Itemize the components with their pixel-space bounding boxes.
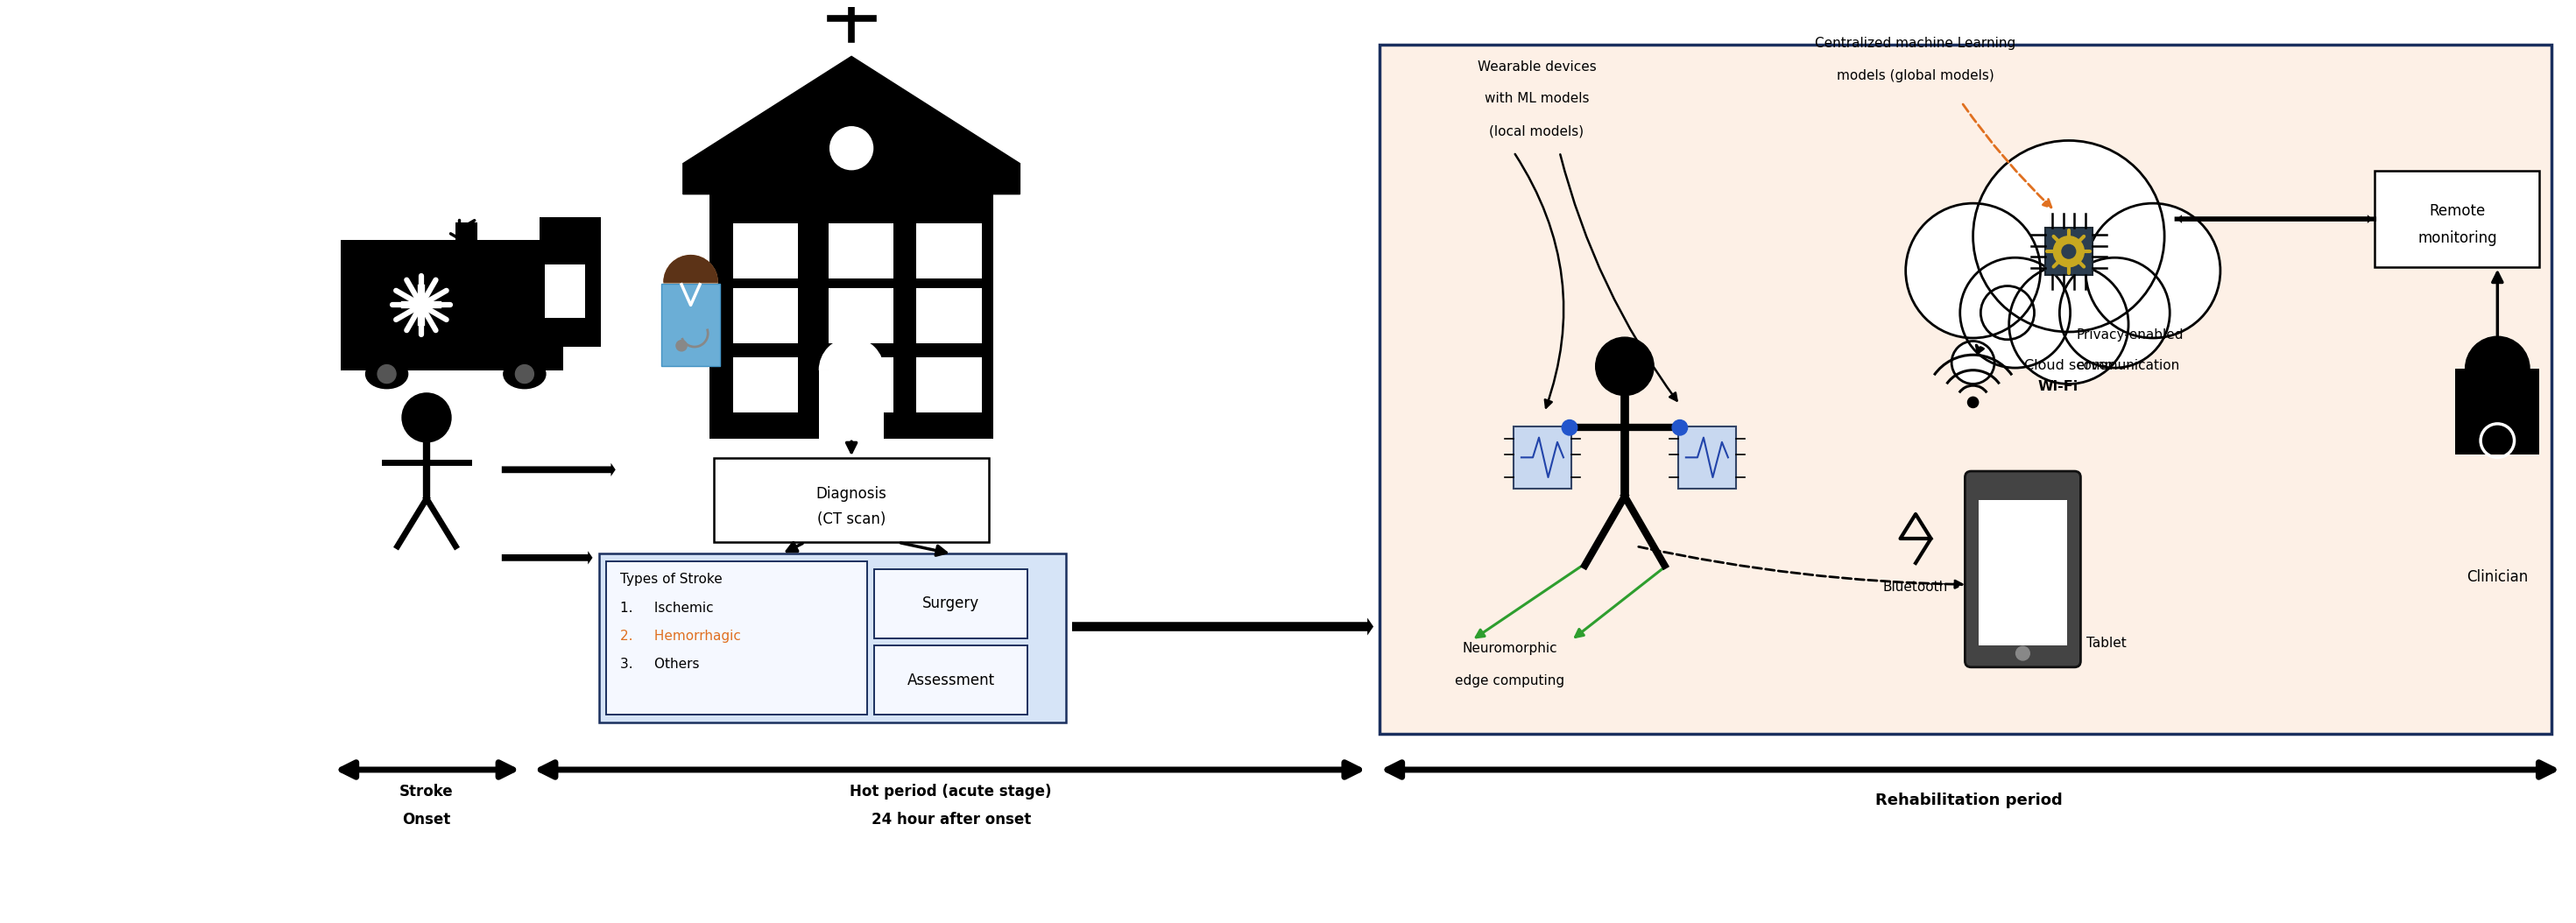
Circle shape [2009,265,2128,384]
Text: (local models): (local models) [1489,125,1584,138]
FancyBboxPatch shape [1965,472,2081,667]
Text: Remote: Remote [2429,203,2486,220]
Text: 24 hour after onset: 24 hour after onset [871,812,1030,828]
Circle shape [2053,236,2084,267]
Text: Privacy-enabled: Privacy-enabled [2076,328,2184,342]
Bar [2045,228,2092,275]
Circle shape [2061,245,2076,258]
Bar [1515,426,1571,489]
Circle shape [665,256,719,309]
Text: Cloud server: Cloud server [2025,359,2112,372]
Text: Types of Stroke: Types of Stroke [621,573,721,586]
Circle shape [2465,337,2530,401]
Polygon shape [683,56,1020,194]
Bar [1381,45,2550,734]
Text: Onset: Onset [402,812,451,828]
Text: Wi-Fi: Wi-Fi [2038,380,2079,393]
Text: Diagnosis: Diagnosis [817,486,886,502]
Bar [541,217,600,347]
Circle shape [1981,286,2035,340]
Bar [711,194,994,439]
Wedge shape [665,256,719,282]
Circle shape [1973,140,2164,332]
Bar [1978,500,2066,646]
Text: (CT scan): (CT scan) [817,511,886,527]
Text: Rehabilitation period: Rehabilitation period [1875,793,2063,809]
Bar [1680,426,1736,489]
Text: monitoring: monitoring [2419,230,2496,246]
Text: 3.     Others: 3. Others [621,658,701,671]
Wedge shape [819,338,884,370]
Circle shape [1968,397,1978,408]
Text: Neuromorphic: Neuromorphic [1463,641,1558,655]
Circle shape [2017,646,2030,660]
Bar [873,569,1028,638]
Ellipse shape [366,359,407,389]
Circle shape [515,365,533,383]
Bar [546,265,585,318]
Bar [2375,171,2540,267]
Bar [732,357,799,413]
Text: edge computing: edge computing [1455,674,1564,688]
Bar [917,288,981,343]
Text: Wearable devices: Wearable devices [1476,60,1597,73]
Circle shape [379,365,397,383]
Bar [732,223,799,279]
Text: Surgery: Surgery [922,595,979,612]
Ellipse shape [502,359,546,389]
Bar [2455,368,2540,454]
Bar [598,554,1066,723]
Text: models (global models): models (global models) [1837,69,1994,82]
Circle shape [1960,258,2071,368]
Text: Assessment: Assessment [907,672,994,688]
Text: 1.     Ischemic: 1. Ischemic [621,601,714,615]
Bar [829,223,894,279]
Text: communication: communication [2076,359,2179,372]
Bar [340,240,562,370]
Text: Bluetooth: Bluetooth [1883,581,1947,593]
Circle shape [1595,337,1654,395]
Circle shape [829,126,873,170]
Circle shape [2087,203,2221,338]
Circle shape [675,341,688,351]
Bar [714,458,989,543]
Text: Tablet: Tablet [2087,637,2125,650]
Circle shape [2061,258,2169,368]
Bar [917,357,981,413]
Circle shape [1953,342,1994,384]
Text: Stroke: Stroke [399,784,453,799]
Circle shape [1906,203,2040,338]
Bar [917,223,981,279]
Bar [829,357,894,413]
Bar [732,288,799,343]
Circle shape [402,393,451,442]
Bar [819,370,884,439]
Text: Centralized machine Learning: Centralized machine Learning [1816,37,2017,51]
Text: with ML models: with ML models [1484,92,1589,105]
Circle shape [1561,420,1577,436]
Text: Clinician: Clinician [2468,569,2527,585]
Bar [829,288,894,343]
Text: Hot period (acute stage): Hot period (acute stage) [850,784,1051,799]
Text: 2.     Hemorrhagic: 2. Hemorrhagic [621,629,742,642]
Bar [456,222,477,244]
Bar [873,646,1028,714]
Bar [605,561,866,714]
Bar [662,283,719,366]
Circle shape [1672,420,1687,436]
